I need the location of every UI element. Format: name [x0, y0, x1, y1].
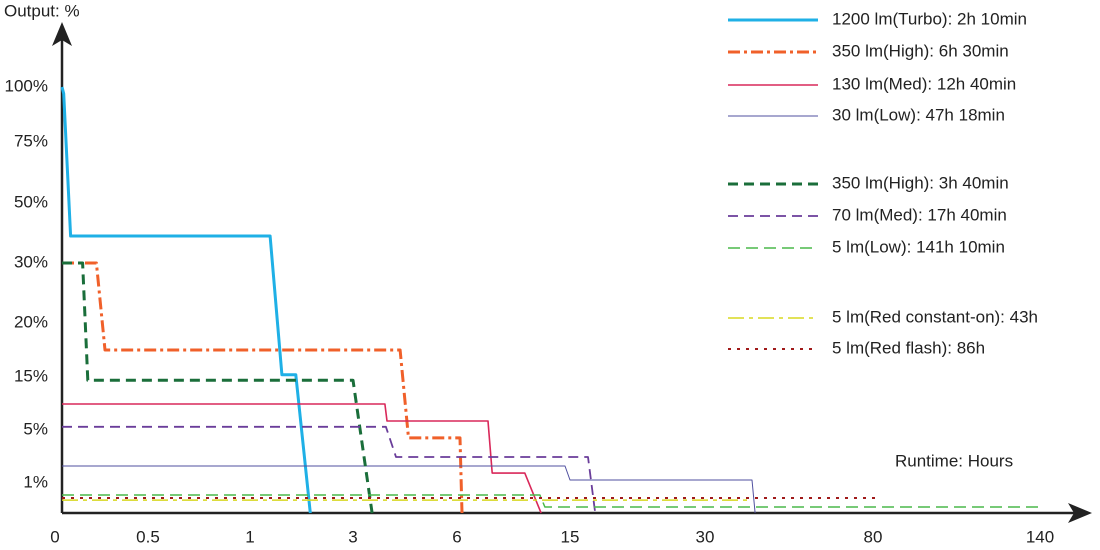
- x-tick-label: 3: [348, 527, 357, 546]
- series-line: [62, 494, 1040, 508]
- x-tick-label: 30: [696, 527, 715, 546]
- series-line: [60, 86, 312, 514]
- y-tick-label: 75%: [14, 131, 48, 150]
- x-tick-label: 80: [864, 527, 883, 546]
- x-tick-label: 1: [245, 527, 254, 546]
- y-tick-label: 20%: [14, 312, 48, 331]
- legend-label: 5 lm(Red flash): 86h: [832, 338, 985, 357]
- x-tick-label: 0.5: [136, 527, 160, 546]
- y-tick-label: 50%: [14, 192, 48, 211]
- legend-label: 5 lm(Low): 141h 10min: [832, 237, 1005, 256]
- legend-label: 350 lm(High): 3h 40min: [832, 173, 1009, 192]
- series-line: [62, 261, 464, 514]
- x-tick-label: 15: [561, 527, 580, 546]
- legend-label: 130 lm(Med): 12h 40min: [832, 74, 1016, 93]
- y-tick-label: 100%: [5, 76, 48, 95]
- y-tick-label: 1%: [23, 472, 48, 491]
- x-axis-label: Runtime: Hours: [895, 451, 1013, 470]
- y-tick-label: 5%: [23, 419, 48, 438]
- y-axis-arrow: [52, 22, 72, 46]
- x-tick-label: 140: [1026, 527, 1054, 546]
- x-axis-arrow: [1068, 503, 1092, 523]
- legend-label: 350 lm(High): 6h 30min: [832, 41, 1009, 60]
- series-line: [62, 403, 542, 514]
- x-tick-label: 0: [50, 527, 59, 546]
- x-tick-label: 6: [452, 527, 461, 546]
- legend-label: 5 lm(Red constant-on): 43h: [832, 307, 1038, 326]
- y-tick-label: 30%: [14, 252, 48, 271]
- series-line: [62, 425, 597, 514]
- series-line: [62, 261, 374, 514]
- legend-label: 1200 lm(Turbo): 2h 10min: [832, 9, 1027, 28]
- legend-label: 70 lm(Med): 17h 40min: [832, 205, 1007, 224]
- series-line: [62, 465, 756, 514]
- y-tick-label: 15%: [14, 366, 48, 385]
- y-axis-label: Output: %: [4, 1, 80, 20]
- legend-label: 30 lm(Low): 47h 18min: [832, 105, 1005, 124]
